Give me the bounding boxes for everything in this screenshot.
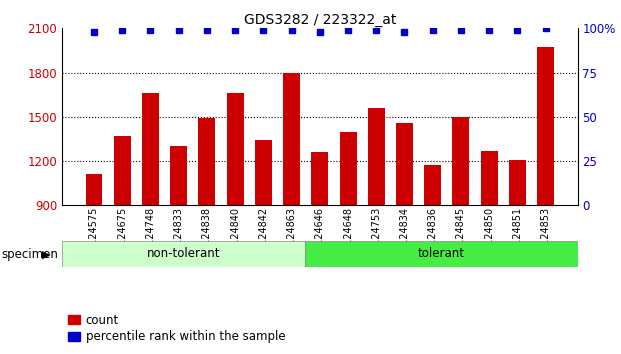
- Text: tolerant: tolerant: [417, 247, 465, 261]
- Title: GDS3282 / 223322_at: GDS3282 / 223322_at: [243, 13, 396, 27]
- Bar: [368, 108, 385, 205]
- Bar: [142, 93, 159, 205]
- Bar: [305, 241, 578, 267]
- Bar: [453, 117, 469, 205]
- Bar: [396, 124, 413, 205]
- Bar: [509, 160, 526, 205]
- Bar: [340, 132, 356, 205]
- Bar: [170, 146, 187, 205]
- Bar: [255, 141, 272, 205]
- Bar: [62, 241, 305, 267]
- Bar: [86, 173, 102, 205]
- Legend: count, percentile rank within the sample: count, percentile rank within the sample: [68, 314, 285, 343]
- Bar: [283, 73, 300, 205]
- Text: specimen: specimen: [1, 248, 58, 261]
- Bar: [481, 152, 497, 205]
- Bar: [199, 118, 215, 205]
- Bar: [424, 165, 441, 205]
- Bar: [227, 93, 243, 205]
- Bar: [114, 136, 130, 205]
- Bar: [537, 47, 554, 205]
- Bar: [311, 152, 329, 205]
- Text: non-tolerant: non-tolerant: [147, 247, 220, 261]
- Text: ▶: ▶: [42, 249, 51, 259]
